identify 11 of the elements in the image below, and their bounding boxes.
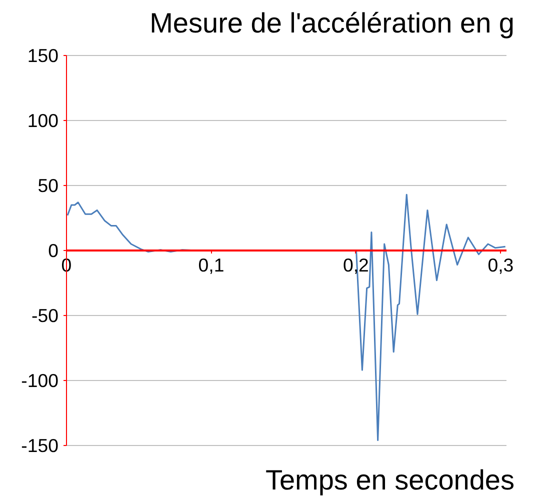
y-tick-label: -150 — [21, 435, 59, 456]
y-tick-label: -100 — [21, 370, 59, 391]
y-tick-label: 150 — [27, 45, 59, 66]
x-axis-title: Temps en secondes — [265, 464, 515, 496]
y-tick-label: -50 — [32, 305, 59, 326]
chart-title: Mesure de l'accélération en g — [150, 8, 514, 38]
x-tick-label: 0,3 — [488, 254, 514, 276]
y-tick-label: 0 — [48, 240, 59, 261]
y-tick-label: 100 — [27, 110, 59, 131]
x-tick-label: 0,1 — [198, 254, 224, 276]
y-tick-label: 50 — [38, 175, 59, 196]
